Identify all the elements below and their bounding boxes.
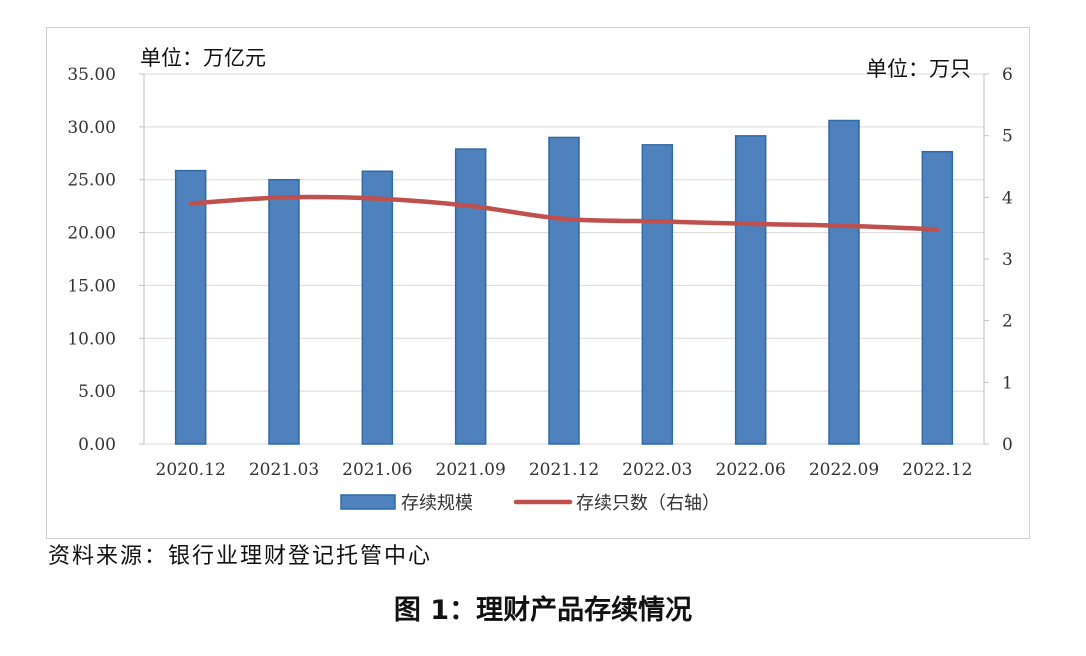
- x-tick-label: 2022.03: [622, 460, 692, 480]
- line-point: [935, 227, 940, 232]
- y-left-tick-label: 15.00: [67, 276, 116, 296]
- y-left-tick-label: 30.00: [67, 118, 116, 138]
- line-point: [655, 219, 660, 224]
- y-right-tick-label: 0: [1002, 435, 1013, 455]
- left-axis-unit: 单位：万亿元: [140, 46, 266, 70]
- x-tick-label: 2021.12: [529, 460, 599, 480]
- x-tick-label: 2021.06: [342, 460, 412, 480]
- x-tick-label: 2021.03: [249, 460, 319, 480]
- y-left-tick-label: 0.00: [78, 435, 116, 455]
- right-axis-unit: 单位：万只: [866, 57, 971, 81]
- line-point: [468, 203, 473, 208]
- x-tick-label: 2022.09: [809, 460, 879, 480]
- line-point: [842, 223, 846, 228]
- source-note: 资料来源：银行业理财登记托管中心: [48, 544, 433, 569]
- figure-caption: 图 1：理财产品存续情况: [393, 595, 693, 626]
- line-point: [562, 216, 566, 221]
- chart-frame: [46, 27, 1030, 539]
- legend-label-line: 存续只数（右轴）: [576, 493, 720, 514]
- line-point: [188, 201, 193, 206]
- bar: [641, 144, 674, 445]
- y-right-tick-label: 6: [1002, 65, 1013, 85]
- bar: [921, 150, 954, 445]
- x-tick-label: 2020.12: [156, 460, 226, 480]
- x-tick-label: 2021.09: [436, 460, 506, 480]
- line-point: [375, 196, 380, 201]
- y-right-tick-label: 5: [1002, 127, 1013, 147]
- line-point: [748, 221, 753, 226]
- legend-swatch-bar: [340, 494, 396, 510]
- bar: [361, 170, 394, 445]
- legend-label-bar: 存续规模: [401, 493, 473, 514]
- y-left-tick-label: 35.00: [67, 65, 116, 85]
- y-left-tick-label: 20.00: [67, 224, 116, 244]
- y-right-tick-label: 4: [1002, 188, 1013, 208]
- bar: [828, 119, 860, 445]
- bar: [174, 169, 207, 445]
- y-right-tick-label: 2: [1002, 312, 1013, 332]
- bar: [548, 136, 580, 445]
- x-tick-label: 2022.12: [902, 460, 972, 480]
- y-left-tick-label: 5.00: [78, 382, 116, 402]
- bar: [454, 148, 487, 445]
- x-tick-label: 2022.06: [716, 460, 786, 480]
- y-left-tick-label: 10.00: [67, 329, 116, 349]
- line-point: [282, 195, 286, 200]
- bar: [734, 135, 767, 445]
- y-right-tick-label: 1: [1002, 373, 1013, 393]
- y-left-tick-label: 25.00: [67, 171, 116, 191]
- y-right-tick-label: 3: [1002, 250, 1013, 270]
- bar: [268, 178, 300, 445]
